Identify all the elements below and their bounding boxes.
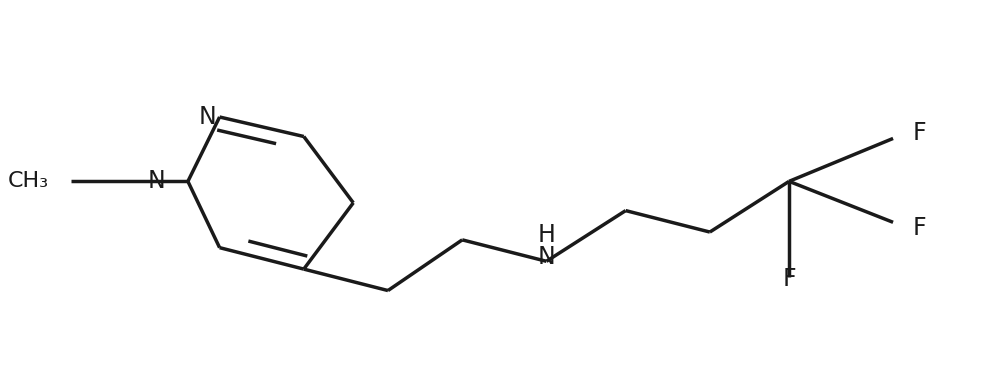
Text: N: N [147, 169, 165, 193]
Text: H
N: H N [537, 223, 555, 269]
Text: F: F [913, 216, 927, 240]
Text: CH₃: CH₃ [8, 171, 49, 191]
Text: F: F [783, 266, 796, 291]
Text: N: N [198, 105, 216, 129]
Text: F: F [913, 121, 927, 145]
